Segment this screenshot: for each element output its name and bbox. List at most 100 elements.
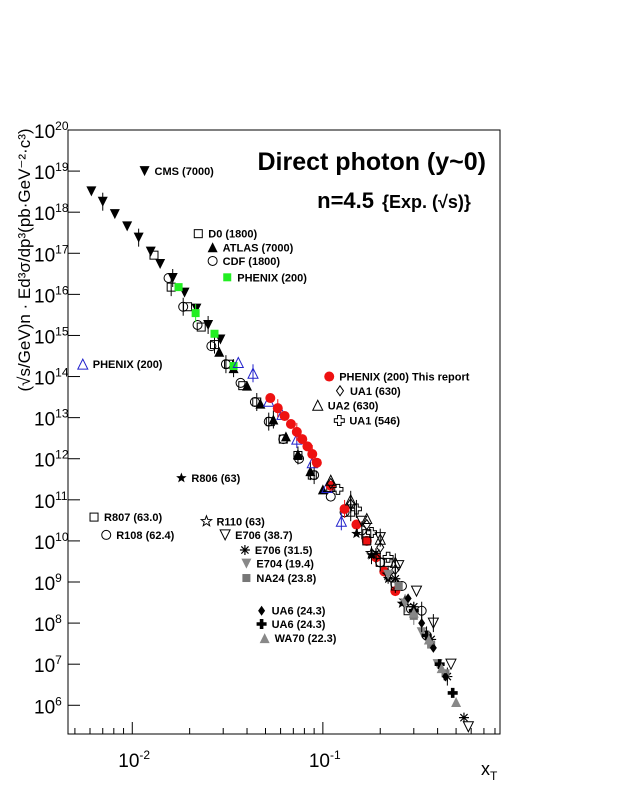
legend-marker <box>256 619 267 630</box>
y-tick-label-exp: 6 <box>55 694 62 708</box>
y-tick-label-exp: 7 <box>55 653 62 667</box>
y-tick-label: 1014 <box>34 366 69 390</box>
legend-label: E706 (31.5) <box>255 545 313 557</box>
data-point <box>279 410 290 421</box>
legend-marker <box>259 633 270 644</box>
data-point <box>451 697 462 708</box>
data-point <box>232 356 245 368</box>
y-tick-label-exp: 16 <box>55 283 69 297</box>
legend-label: WA70 (22.3) <box>275 633 337 645</box>
data-point <box>214 346 225 357</box>
data-point <box>265 393 276 404</box>
data-point <box>307 449 318 460</box>
data-point <box>427 640 436 649</box>
data-point <box>305 466 316 477</box>
legend-marker <box>219 529 231 542</box>
data-point <box>339 503 350 514</box>
data-point <box>361 535 372 546</box>
data-point <box>178 301 189 312</box>
y-tick-label-base: 10 <box>34 492 55 513</box>
data-point <box>389 556 402 568</box>
y-tick-label: 108 <box>34 612 62 636</box>
chart-subtitle-n: n=4.5 <box>317 188 374 213</box>
y-tick-label-base: 10 <box>34 369 55 390</box>
y-tick-label-base: 10 <box>34 122 55 143</box>
legend-label: NA24 (23.8) <box>256 573 316 585</box>
legend-marker <box>193 229 203 239</box>
axis-tick-labels: 10-2 10-110610710810910101011101210131014… <box>34 119 341 772</box>
data-point <box>392 560 405 572</box>
x-axis-label: xT <box>481 759 498 783</box>
data-point <box>268 414 279 425</box>
x-axis-label-sub: T <box>490 769 498 783</box>
data-point <box>383 569 394 580</box>
y-tick-label-exp: 19 <box>55 160 69 174</box>
series-cms-7000 <box>86 186 226 345</box>
y-tick-label-exp: 11 <box>55 489 68 503</box>
data-point <box>421 630 432 641</box>
axis-ticks <box>68 129 496 734</box>
legend-marker <box>311 399 324 411</box>
legend-label: UA6 (24.3) <box>272 606 326 618</box>
y-tick-label: 1012 <box>34 448 69 472</box>
legend-label: UA1 (546) <box>349 416 400 428</box>
data-point <box>109 209 120 220</box>
y-tick-label: 1015 <box>34 324 69 348</box>
legend-label: PHENIX (200) <box>237 272 307 284</box>
legend-marker <box>333 415 345 427</box>
data-point <box>434 659 445 670</box>
x-tick-label-exp: -1 <box>330 748 341 762</box>
legend-marker <box>76 358 89 370</box>
y-tick-label-exp: 8 <box>55 612 62 626</box>
data-point <box>263 416 274 427</box>
y-tick-label-exp: 20 <box>55 119 69 133</box>
data-point <box>447 687 458 698</box>
chart-title: Direct photon (y~0) <box>258 148 487 176</box>
legend-label: E704 (19.4) <box>256 559 314 571</box>
data-point <box>285 419 296 430</box>
data-point <box>242 380 253 391</box>
data-point <box>324 474 337 486</box>
legend-marker <box>176 472 187 483</box>
legend-label: R806 (63) <box>191 473 240 485</box>
y-tick-label-exp: 12 <box>55 448 69 462</box>
y-tick-label-base: 10 <box>34 327 55 348</box>
series-e706-38-7 <box>355 515 475 733</box>
legend-marker <box>199 514 214 527</box>
legend-label: R807 (63.0) <box>104 512 162 524</box>
data-point <box>404 593 412 604</box>
data-point <box>311 457 322 468</box>
data-point <box>355 515 368 528</box>
data-point <box>366 527 378 539</box>
series-ua1-546 <box>332 483 394 563</box>
y-tick-label: 1011 <box>34 489 68 513</box>
data-markers <box>86 186 475 733</box>
data-point <box>209 340 219 350</box>
legend-label: R110 (63) <box>216 516 265 528</box>
y-tick-label: 1010 <box>34 530 69 554</box>
data-point <box>390 573 401 584</box>
data-point <box>309 470 320 481</box>
legend-marker <box>139 166 150 177</box>
data-point <box>366 549 377 560</box>
data-point <box>332 483 344 495</box>
legend-label: UA1 (630) <box>350 386 401 398</box>
y-tick-label-base: 10 <box>34 245 55 266</box>
data-point <box>351 528 362 539</box>
data-point <box>436 663 447 674</box>
y-tick-label: 1016 <box>34 283 69 307</box>
y-tick-label-base: 10 <box>34 697 55 718</box>
y-tick-label-exp: 15 <box>55 324 69 338</box>
x-axis-label-main: x <box>481 759 490 779</box>
data-point <box>445 658 457 671</box>
legend-marker <box>241 558 252 569</box>
legend-marker <box>223 273 232 282</box>
y-tick-label: 106 <box>34 694 62 718</box>
data-point <box>278 434 289 445</box>
data-point <box>375 557 386 568</box>
data-point <box>441 671 449 682</box>
data-point <box>196 322 206 332</box>
legend-marker <box>324 371 335 382</box>
data-point <box>382 551 394 563</box>
